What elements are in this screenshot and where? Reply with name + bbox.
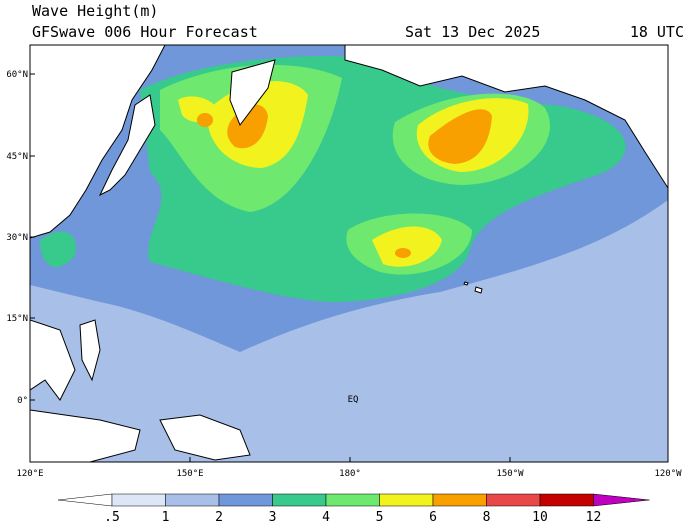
colorbar-segment bbox=[379, 493, 434, 507]
date: Sat 13 Dec 2025 bbox=[405, 23, 540, 41]
colorbar-below bbox=[57, 493, 113, 507]
lon-label: 180° bbox=[339, 469, 361, 479]
colorbar-label: 8 bbox=[483, 510, 491, 525]
colorbar-segment bbox=[272, 493, 327, 507]
colorbar-label: .5 bbox=[104, 510, 120, 525]
colorbar-segment bbox=[325, 493, 380, 507]
colorbar-label: 6 bbox=[429, 510, 437, 525]
title: Wave Height(m) bbox=[32, 2, 158, 20]
colorbar-segment bbox=[218, 493, 273, 507]
colorbar-label: 3 bbox=[269, 510, 277, 525]
lat-label: 30°N bbox=[6, 233, 28, 243]
colorbar-segment bbox=[111, 493, 166, 507]
lon-label: 120°E bbox=[16, 469, 43, 479]
colorbar-label: 10 bbox=[532, 510, 548, 525]
lon-label: 150°E bbox=[176, 469, 203, 479]
lon-label: 120°W bbox=[654, 469, 682, 479]
time: 18 UTC bbox=[630, 23, 684, 41]
ocean-3-4 bbox=[40, 231, 76, 267]
map-frame bbox=[29, 44, 669, 463]
lat-label: 60°N bbox=[6, 70, 28, 80]
lat-label: 45°N bbox=[6, 152, 28, 162]
colorbar-label: 4 bbox=[322, 510, 330, 525]
subtitle: GFSwave 006 Hour Forecast bbox=[32, 23, 258, 41]
colorbar-segment bbox=[486, 493, 541, 507]
land bbox=[30, 45, 668, 462]
equator-label: EQ bbox=[348, 395, 359, 405]
colorbar-above bbox=[593, 493, 650, 507]
colorbar-label: 5 bbox=[376, 510, 384, 525]
lat-label: 0° bbox=[17, 396, 28, 406]
colorbar-label: 1 bbox=[162, 510, 170, 525]
colorbar-segment bbox=[165, 493, 220, 507]
lat-label: 15°N bbox=[6, 314, 28, 324]
colorbar-segment bbox=[432, 493, 487, 507]
colorbar-label: 12 bbox=[586, 510, 602, 525]
colorbar-segment bbox=[539, 493, 594, 507]
colorbar-label: 2 bbox=[215, 510, 223, 525]
map: EQ bbox=[29, 44, 669, 463]
lon-label: 150°W bbox=[496, 469, 524, 479]
